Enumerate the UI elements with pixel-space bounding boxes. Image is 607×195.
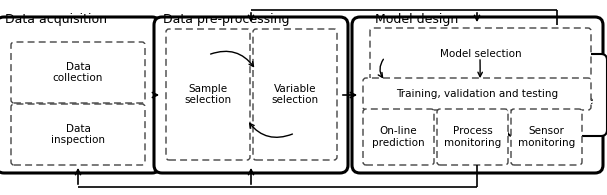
- FancyBboxPatch shape: [0, 17, 160, 173]
- Text: Process
monitoring: Process monitoring: [444, 126, 501, 148]
- FancyBboxPatch shape: [370, 28, 591, 80]
- FancyBboxPatch shape: [11, 104, 145, 165]
- FancyBboxPatch shape: [437, 109, 508, 165]
- FancyBboxPatch shape: [253, 29, 337, 160]
- Text: Variable
selection: Variable selection: [271, 84, 319, 105]
- Text: Model design: Model design: [375, 13, 458, 26]
- Text: Data
collection: Data collection: [53, 62, 103, 83]
- Text: Data
inspection: Data inspection: [51, 124, 105, 145]
- FancyBboxPatch shape: [154, 17, 348, 173]
- FancyBboxPatch shape: [507, 54, 607, 136]
- Text: Data pre-processing: Data pre-processing: [163, 13, 290, 26]
- FancyBboxPatch shape: [352, 17, 603, 173]
- Text: On-line
prediction: On-line prediction: [372, 126, 425, 148]
- Text: Sample
selection: Sample selection: [185, 84, 231, 105]
- FancyBboxPatch shape: [166, 29, 250, 160]
- FancyBboxPatch shape: [11, 42, 145, 103]
- Text: Model
maintenance: Model maintenance: [520, 84, 594, 106]
- FancyBboxPatch shape: [363, 78, 591, 110]
- Text: Data acquisition: Data acquisition: [5, 13, 107, 26]
- FancyBboxPatch shape: [511, 109, 582, 165]
- Text: Sensor
monitoring: Sensor monitoring: [518, 126, 575, 148]
- Text: Training, validation and testing: Training, validation and testing: [396, 89, 558, 99]
- Text: Model selection: Model selection: [439, 49, 521, 59]
- FancyBboxPatch shape: [363, 109, 434, 165]
